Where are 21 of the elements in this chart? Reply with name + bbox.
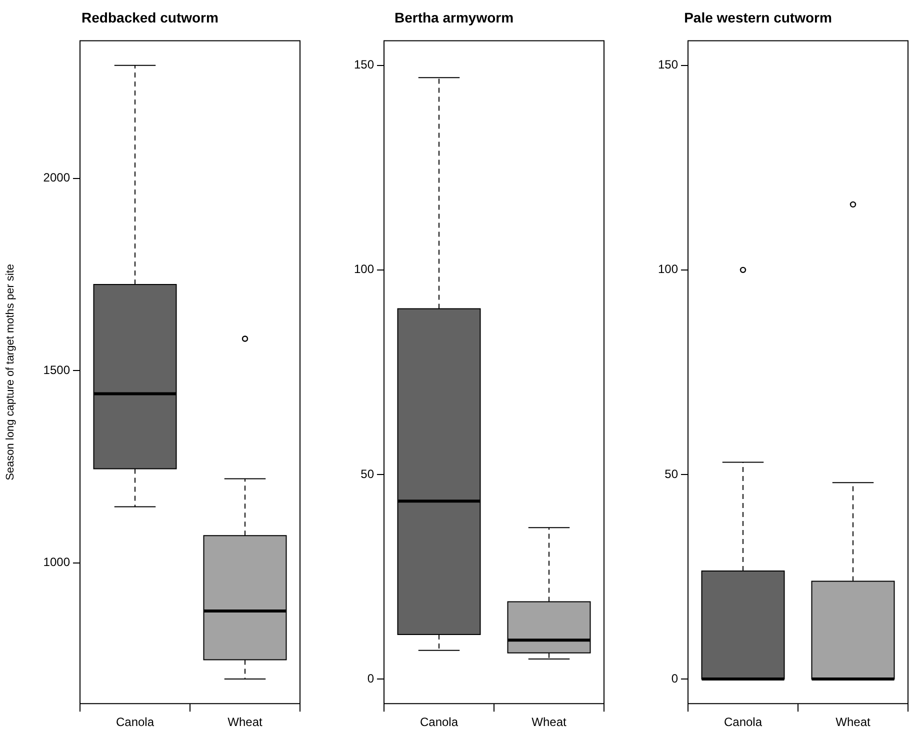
x-tick-label: Canola <box>116 715 154 730</box>
y-tick-label: 150 <box>354 58 374 72</box>
chart-title: Bertha armyworm <box>394 9 514 26</box>
y-tick-label: 1500 <box>43 362 70 377</box>
x-tick-label: Wheat <box>836 715 872 730</box>
y-tick-label: 150 <box>658 58 678 72</box>
x-tick-label: Canola <box>724 715 762 730</box>
y-tick-label: 0 <box>671 671 678 686</box>
y-tick-label: 100 <box>658 262 678 276</box>
y-tick-label: 2000 <box>43 170 70 185</box>
x-tick-label: Canola <box>420 715 458 730</box>
y-tick-label: 50 <box>664 466 678 481</box>
y-axis-title: Season long capture of target moths per site <box>4 264 17 480</box>
x-tick-label: Wheat <box>532 715 568 730</box>
y-tick-label: 0 <box>367 671 374 686</box>
y-tick-label: 1000 <box>43 555 70 570</box>
y-tick-label: 50 <box>360 466 374 481</box>
x-tick-label: Wheat <box>228 715 264 730</box>
chart-title: Pale western cutworm <box>684 9 832 26</box>
y-tick-label: 100 <box>354 262 374 276</box>
chart-title: Redbacked cutworm <box>82 9 218 26</box>
